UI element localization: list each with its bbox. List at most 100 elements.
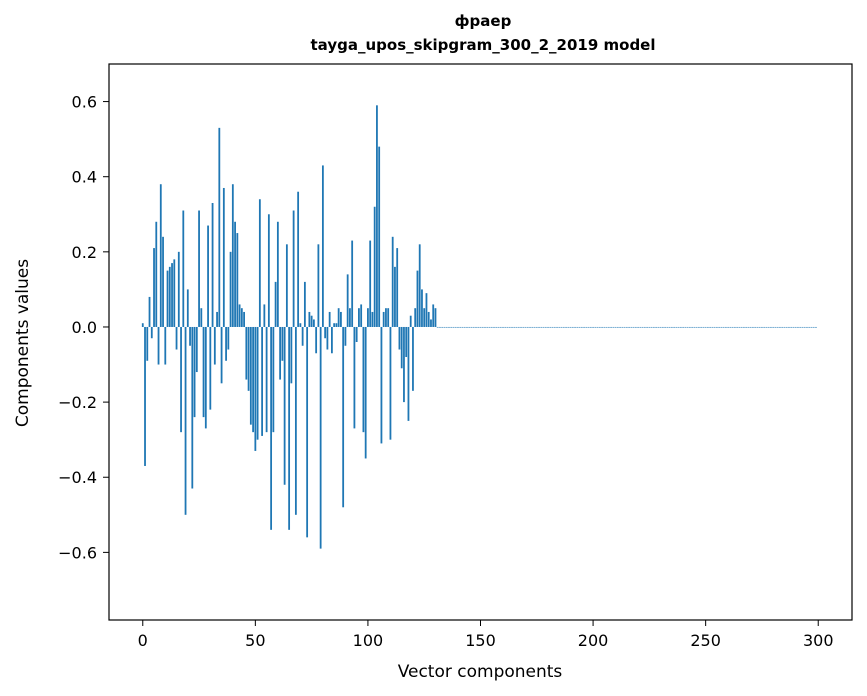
plot-frame [108,63,853,621]
bar [445,326,448,328]
bar [725,326,727,328]
x-tick-label: 50 [245,631,265,650]
bar [682,326,685,328]
bar [303,281,306,327]
x-tick-label: 200 [578,631,609,650]
bar [551,326,554,328]
bar [141,323,144,327]
bar [508,326,511,328]
bar [430,319,432,327]
bar [452,326,455,328]
bar [218,127,221,327]
bar [650,326,653,328]
bar [785,326,788,328]
bar [227,326,230,350]
bar [459,326,462,328]
bar [716,326,718,328]
bar [675,326,678,328]
bar [427,311,430,327]
bar [171,263,173,327]
bar [799,326,802,328]
y-axis-ticks: −0.6 −0.4 −0.2 0.0 0.2 0.4 0.6 [58,93,109,562]
bar [376,105,378,327]
bar [177,251,180,327]
bar [270,326,273,530]
bar [191,326,194,489]
bar [144,326,146,466]
bar [592,326,594,328]
bar [385,308,387,327]
bar [493,326,495,328]
bar [403,326,405,403]
bar [533,326,536,328]
bar [256,326,259,440]
bar [553,326,556,328]
bar [603,326,606,328]
bar [166,270,169,327]
bar [477,326,480,328]
bar [324,326,327,339]
bar [209,326,212,410]
bar [182,210,185,327]
bar [587,326,590,328]
bar [806,326,808,328]
bar [772,326,775,328]
bar [815,326,817,328]
bar [560,326,563,328]
bar [457,326,459,328]
bar [186,289,189,327]
bar [414,308,417,327]
x-tick-label: 300 [803,631,834,650]
bar [292,210,295,327]
bar [668,326,671,328]
bar [362,326,365,433]
bar [488,326,491,328]
bar [803,326,806,328]
bar [727,326,730,328]
bar [596,326,599,328]
bar [513,326,516,328]
bar [281,326,284,361]
bar [605,326,608,328]
bar [425,293,428,327]
bar [360,304,363,327]
x-tick-label: 100 [353,631,384,650]
x-tick-label: 250 [690,631,721,650]
bar [308,311,311,327]
bar [387,308,390,327]
bar [310,315,313,327]
bar [531,326,534,328]
bar [481,326,484,328]
bar [245,326,248,380]
bar [639,326,642,328]
bar [801,326,804,328]
bar [607,326,610,328]
bar [535,326,538,328]
bar [614,326,617,328]
bar [157,326,160,365]
bar [794,326,797,328]
bar [781,326,784,328]
bar [263,304,266,327]
bar [238,304,241,327]
bar [319,326,322,549]
bar [432,304,435,327]
bar [538,326,540,328]
bar [556,326,558,328]
bar [391,236,394,327]
bar [274,281,277,327]
bar [412,326,414,391]
bar [628,326,630,328]
bar [506,326,509,328]
bar [441,326,444,328]
bar [240,308,243,327]
bar [754,326,757,328]
bar [646,326,649,328]
bar [743,326,745,328]
bar [369,240,372,327]
bar [664,326,667,328]
bar [767,326,770,328]
bar [610,326,612,328]
bar [740,326,743,328]
